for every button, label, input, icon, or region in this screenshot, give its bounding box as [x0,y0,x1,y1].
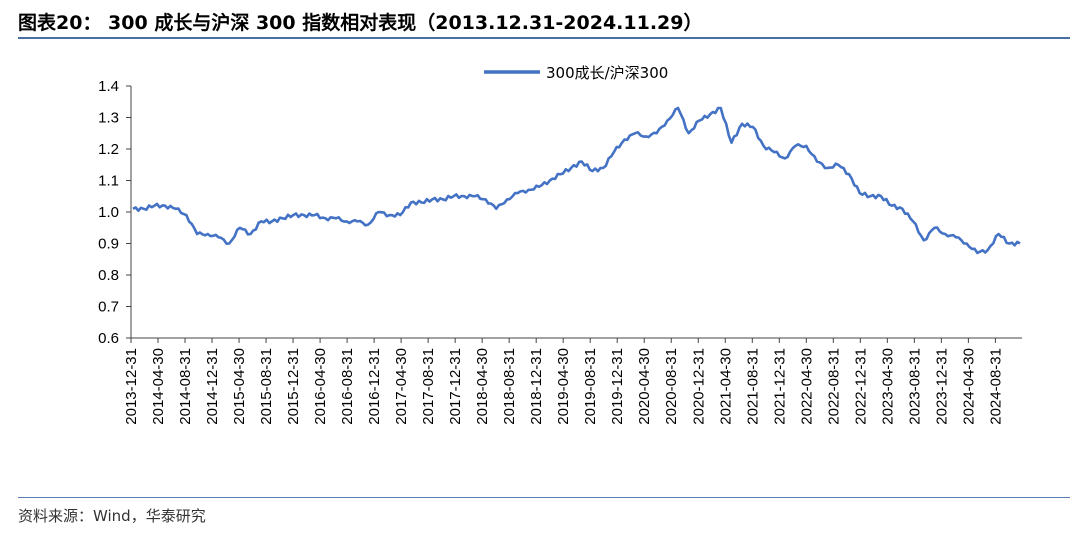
y-tick-label: 1.4 [98,78,119,95]
x-tick-label: 2019-08-31 [582,348,599,425]
x-tick-label: 2021-08-31 [744,348,761,425]
series-line-0 [132,106,1021,255]
x-tick-label: 2020-08-31 [663,348,680,425]
x-tick-label: 2017-08-31 [420,348,437,425]
x-tick-label: 2017-12-31 [447,348,464,425]
y-tick-label: 0.9 [98,236,119,253]
x-tick-label: 2017-04-30 [393,348,410,425]
x-tick-label: 2021-04-30 [717,348,734,425]
source-note: 资料来源：Wind，华泰研究 [18,507,206,525]
x-tick-label: 2016-04-30 [312,348,329,425]
x-tick-label: 2013-12-31 [123,348,140,425]
x-tick-label: 2014-12-31 [204,348,221,425]
x-tick-label: 2022-04-30 [798,348,815,425]
footer-divider [18,497,1070,498]
series-layer [132,106,1021,255]
x-tick-label: 2024-08-31 [987,348,1004,425]
y-tick-label: 1.3 [98,110,119,127]
x-tick-label: 2023-08-31 [906,348,923,425]
x-tick-label: 2015-08-31 [258,348,275,425]
y-tick-label: 0.6 [98,330,119,347]
x-tick-label: 2020-04-30 [636,348,653,425]
x-tick-label: 2023-04-30 [879,348,896,425]
x-tick-label: 2023-12-31 [933,348,950,425]
legend-label: 300成长/沪深300 [546,64,668,82]
y-tick-label: 1.1 [98,173,119,190]
axes [130,86,1022,339]
x-tick-label: 2020-12-31 [690,348,707,425]
x-tick-label: 2019-04-30 [555,348,572,425]
x-axis-ticks: 2013-12-31 2014-04-30 2014-08-31 2014-12-31… [123,338,1004,425]
x-tick-label: 2014-04-30 [150,348,167,425]
chart-title: 图表20： 300 成长与沪深 300 指数相对表现（2013.12.31-20… [18,12,703,34]
x-tick-label: 2016-08-31 [339,348,356,425]
y-tick-label: 1.2 [98,141,119,158]
x-tick-label: 2018-08-31 [501,348,518,425]
y-tick-label: 0.7 [98,299,119,316]
x-tick-label: 2015-12-31 [285,348,302,425]
x-tick-label: 2022-08-31 [825,348,842,425]
x-tick-label: 2018-04-30 [474,348,491,425]
x-tick-label: 2016-12-31 [366,348,383,425]
y-axis-ticks: 1.4 1.3 1.2 1.1 1.0 0.9 0.8 0.7 0.6 [98,78,131,347]
title-divider [18,37,1070,39]
x-tick-label: 2022-12-31 [852,348,869,425]
x-tick-label: 2018-12-31 [528,348,545,425]
line-chart: 300成长/沪深300 1.41.31.21.11.00.90.80.70.6 … [98,64,1022,425]
x-tick-label: 2024-04-30 [960,348,977,425]
legend: 300成长/沪深300 [484,64,668,82]
x-tick-label: 2019-12-31 [609,348,626,425]
y-tick-label: 1.0 [98,204,119,221]
x-tick-label: 2021-12-31 [771,348,788,425]
x-tick-label: 2015-04-30 [231,348,248,425]
y-tick-label: 0.8 [98,267,119,284]
x-tick-label: 2014-08-31 [177,348,194,425]
